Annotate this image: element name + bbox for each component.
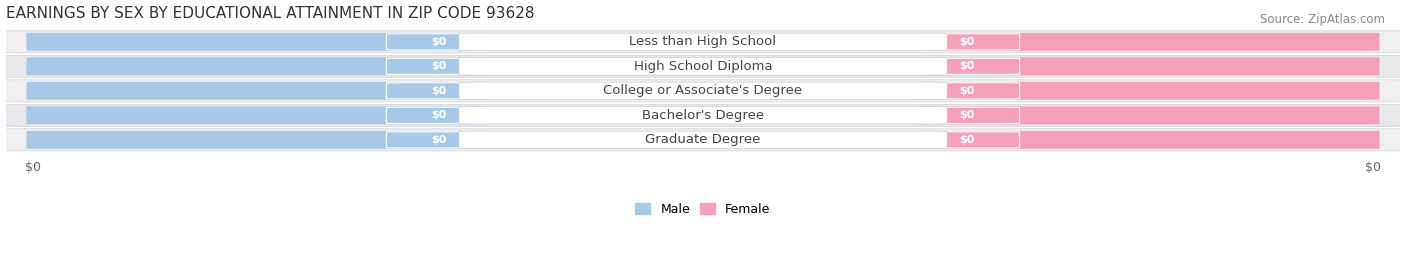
Text: $0: $0	[960, 86, 974, 96]
Text: $0: $0	[960, 61, 974, 71]
Text: $0: $0	[432, 86, 446, 96]
Text: EARNINGS BY SEX BY EDUCATIONAL ATTAINMENT IN ZIP CODE 93628: EARNINGS BY SEX BY EDUCATIONAL ATTAINMEN…	[6, 6, 534, 20]
FancyBboxPatch shape	[915, 83, 1019, 99]
FancyBboxPatch shape	[458, 58, 948, 75]
FancyBboxPatch shape	[0, 129, 1406, 151]
FancyBboxPatch shape	[387, 107, 491, 123]
FancyBboxPatch shape	[27, 107, 486, 124]
Legend: Male, Female: Male, Female	[630, 198, 776, 221]
FancyBboxPatch shape	[387, 83, 491, 99]
FancyBboxPatch shape	[915, 132, 1019, 148]
FancyBboxPatch shape	[27, 131, 486, 149]
FancyBboxPatch shape	[458, 131, 948, 148]
FancyBboxPatch shape	[920, 107, 1379, 124]
FancyBboxPatch shape	[920, 33, 1379, 51]
FancyBboxPatch shape	[0, 31, 1406, 53]
Text: $0: $0	[432, 135, 446, 145]
FancyBboxPatch shape	[915, 34, 1019, 50]
FancyBboxPatch shape	[458, 33, 948, 51]
FancyBboxPatch shape	[387, 58, 491, 75]
FancyBboxPatch shape	[915, 58, 1019, 75]
Text: Graduate Degree: Graduate Degree	[645, 133, 761, 146]
Text: High School Diploma: High School Diploma	[634, 60, 772, 73]
Text: $0: $0	[960, 37, 974, 47]
FancyBboxPatch shape	[920, 131, 1379, 149]
FancyBboxPatch shape	[27, 82, 486, 100]
Text: $0: $0	[432, 61, 446, 71]
Text: College or Associate's Degree: College or Associate's Degree	[603, 84, 803, 97]
FancyBboxPatch shape	[0, 104, 1406, 126]
FancyBboxPatch shape	[920, 57, 1379, 75]
FancyBboxPatch shape	[27, 33, 486, 51]
Text: $0: $0	[960, 135, 974, 145]
FancyBboxPatch shape	[915, 107, 1019, 123]
FancyBboxPatch shape	[387, 34, 491, 50]
Text: $0: $0	[432, 110, 446, 120]
Text: Less than High School: Less than High School	[630, 35, 776, 48]
FancyBboxPatch shape	[458, 107, 948, 124]
Text: $0: $0	[960, 110, 974, 120]
Text: Source: ZipAtlas.com: Source: ZipAtlas.com	[1260, 13, 1385, 26]
FancyBboxPatch shape	[458, 82, 948, 100]
Text: Bachelor's Degree: Bachelor's Degree	[643, 109, 763, 122]
FancyBboxPatch shape	[27, 57, 486, 75]
Text: $0: $0	[432, 37, 446, 47]
FancyBboxPatch shape	[0, 80, 1406, 102]
FancyBboxPatch shape	[0, 55, 1406, 77]
FancyBboxPatch shape	[920, 82, 1379, 100]
FancyBboxPatch shape	[387, 132, 491, 148]
